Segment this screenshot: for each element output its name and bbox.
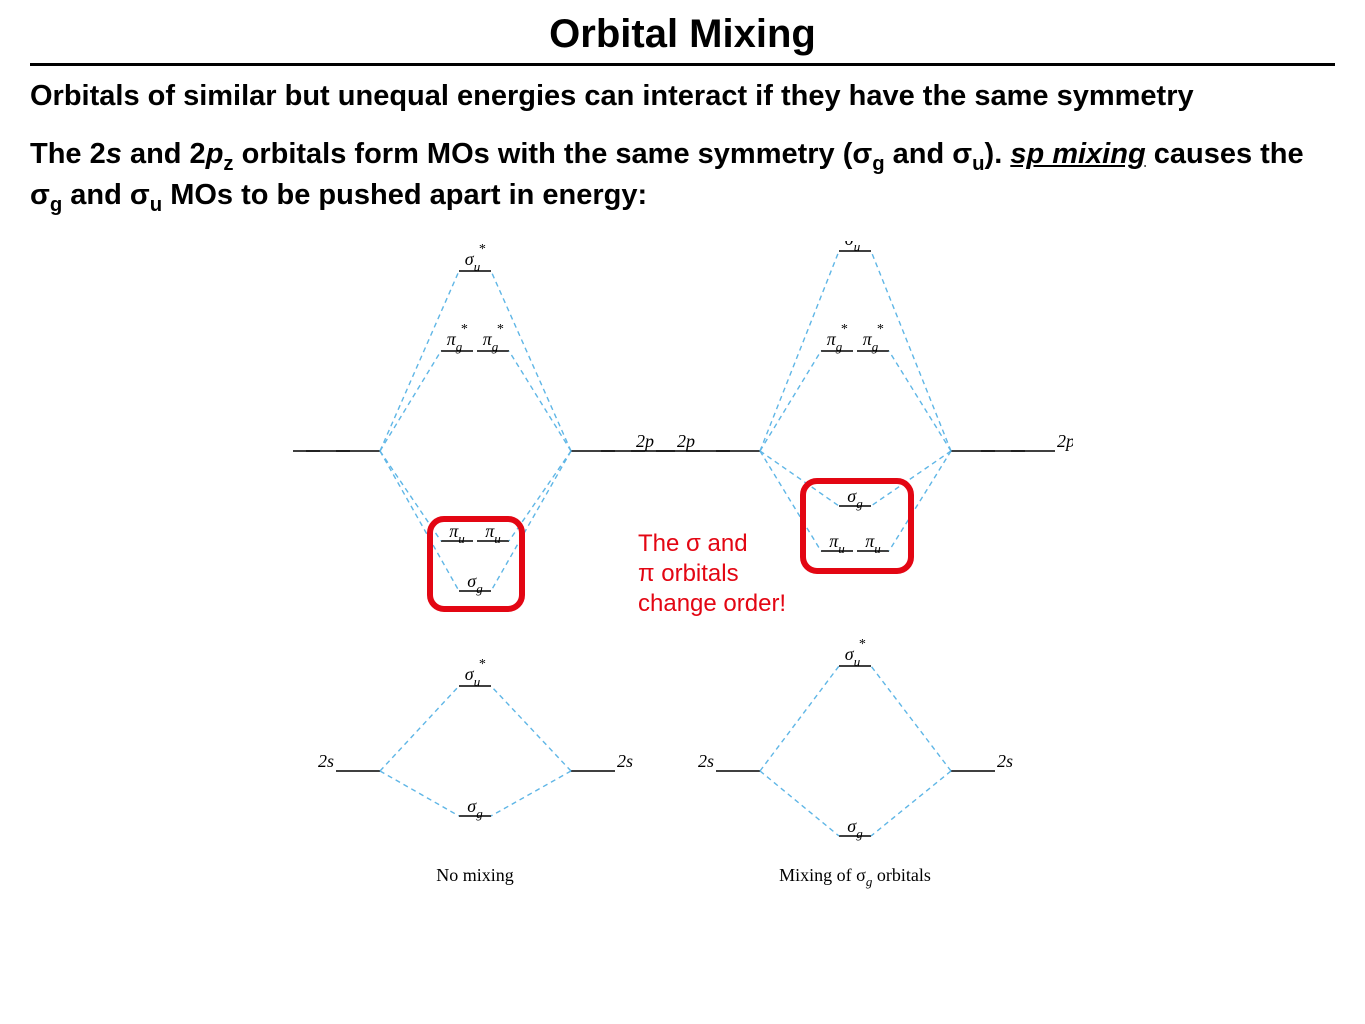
svg-text:πg*: πg* xyxy=(862,322,883,354)
annotation-line-3: change order! xyxy=(638,590,786,617)
svg-text:πu: πu xyxy=(485,521,501,546)
svg-text:2p: 2p xyxy=(677,431,695,451)
svg-text:σu*: σu* xyxy=(464,242,484,274)
title-rule xyxy=(30,63,1335,66)
svg-text:2s: 2s xyxy=(617,751,633,771)
svg-text:2s: 2s xyxy=(697,751,713,771)
page-title: Orbital Mixing xyxy=(30,12,1335,57)
svg-text:πu: πu xyxy=(449,521,465,546)
paragraph-1: Orbitals of similar but unequal energies… xyxy=(30,78,1335,114)
annotation-line-2: π orbitals xyxy=(638,560,739,587)
svg-text:πu: πu xyxy=(829,531,845,556)
svg-text:No mixing: No mixing xyxy=(436,865,514,885)
svg-text:πu: πu xyxy=(865,531,881,556)
svg-text:σg: σg xyxy=(467,571,483,596)
svg-text:2s: 2s xyxy=(997,751,1013,771)
svg-text:σu*: σu* xyxy=(464,657,484,689)
svg-text:σg: σg xyxy=(467,796,483,821)
paragraph-2: The 2s and 2pz orbitals form MOs with th… xyxy=(30,136,1335,218)
callout-right xyxy=(803,481,911,571)
svg-text:σu*: σu* xyxy=(844,241,864,254)
svg-text:πg*: πg* xyxy=(446,322,467,354)
svg-text:Mixing of σg orbitals: Mixing of σg orbitals xyxy=(779,865,931,889)
svg-text:σg: σg xyxy=(847,816,863,841)
svg-text:2p: 2p xyxy=(636,431,654,451)
mo-diagram: 2p2pσu*πg*πg*πuπuσg2s2sσu*σgNo mixing2p2… xyxy=(293,241,1073,921)
annotation-line-1: The σ and xyxy=(638,530,748,557)
svg-text:2p: 2p xyxy=(1057,431,1073,451)
svg-text:2s: 2s xyxy=(317,751,333,771)
svg-text:πg*: πg* xyxy=(482,322,503,354)
svg-text:σg: σg xyxy=(847,486,863,511)
svg-text:πg*: πg* xyxy=(826,322,847,354)
svg-text:σu*: σu* xyxy=(844,637,864,669)
